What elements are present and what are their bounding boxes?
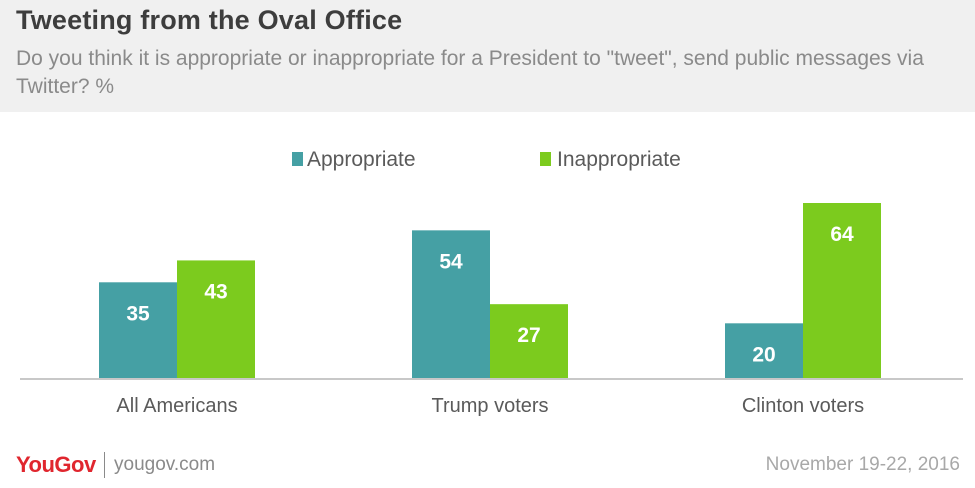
- data-label-inappropriate-2: 64: [830, 223, 854, 246]
- data-label-inappropriate-1: 27: [517, 324, 540, 347]
- bar-chart: Appropriate Inappropriate 35 43 All American…: [20, 148, 963, 417]
- footer-site: yougov.com: [114, 454, 216, 475]
- data-label-appropriate-1: 54: [439, 250, 463, 273]
- data-label-inappropriate-0: 43: [204, 280, 227, 303]
- category-label-1: Trump voters: [431, 395, 548, 417]
- legend-swatch-appropriate: [292, 152, 303, 166]
- bar-appropriate-0: [99, 282, 177, 378]
- bar-inappropriate-1: [490, 304, 568, 378]
- chart-subtitle: Do you think it is appropriate or inappr…: [16, 47, 924, 98]
- legend-swatch-inappropriate: [540, 152, 551, 166]
- legend-label-inappropriate: Inappropriate: [557, 148, 681, 171]
- bar-appropriate-1: [412, 230, 490, 378]
- category-label-0: All Americans: [116, 395, 237, 417]
- data-label-appropriate-2: 20: [752, 343, 775, 366]
- bar-inappropriate-2: [803, 203, 881, 378]
- footer-separator: [104, 452, 105, 478]
- yougov-logo: YouGov: [16, 452, 96, 477]
- chart-header: Tweeting from the Oval Office Do you thi…: [0, 0, 975, 112]
- chart-title: Tweeting from the Oval Office: [16, 5, 403, 35]
- category-label-2: Clinton voters: [742, 395, 864, 417]
- data-label-appropriate-0: 35: [126, 302, 150, 325]
- bar-appropriate-2: [725, 323, 803, 378]
- footer-date: November 19-22, 2016: [765, 454, 960, 475]
- bar-inappropriate-0: [177, 260, 255, 378]
- legend-label-appropriate: Appropriate: [307, 148, 416, 171]
